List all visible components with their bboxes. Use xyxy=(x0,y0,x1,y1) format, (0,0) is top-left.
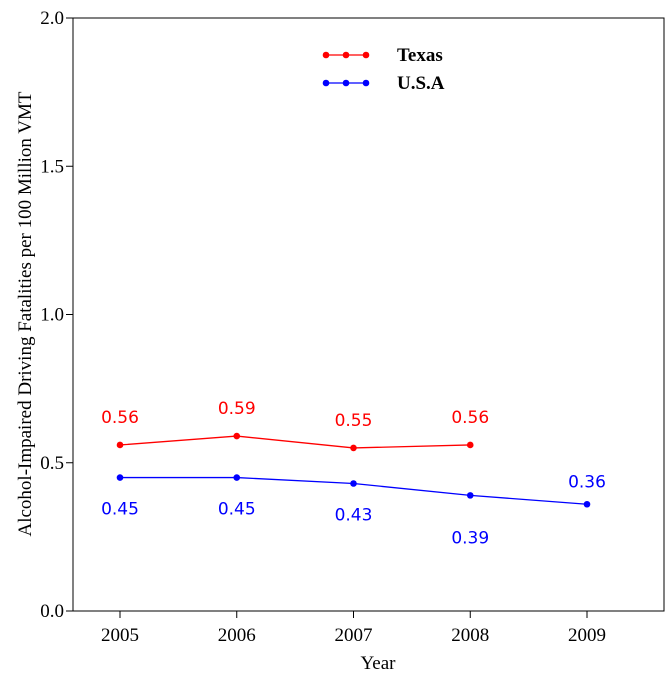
legend-marker xyxy=(342,79,350,87)
y-tick-label: 2.0 xyxy=(40,8,64,29)
legend: Texas U.S.A xyxy=(322,45,445,94)
y-axis: 0.0 0.5 1.0 1.5 2.0 xyxy=(40,8,73,622)
y-axis-title: Alcohol-Impaired Driving Fatalities per … xyxy=(15,91,36,536)
data-point xyxy=(350,480,357,487)
legend-label: Texas xyxy=(397,45,443,66)
y-tick-label: 0.5 xyxy=(40,453,64,474)
data-point xyxy=(350,444,357,452)
x-tick-label: 2009 xyxy=(568,625,606,646)
data-label: 0.56 xyxy=(101,408,139,428)
data-point xyxy=(466,492,474,499)
y-tick-label: 1.5 xyxy=(40,156,64,177)
legend-marker xyxy=(322,79,330,87)
y-tick-label: 1.0 xyxy=(40,305,64,326)
series-layer: 0.56 0.59 0.55 0.56 0.45 0.45 0.43 0.39 0.36 xyxy=(101,399,606,548)
x-tick-label: 2008 xyxy=(451,625,489,646)
data-point xyxy=(233,474,241,481)
data-label: 0.55 xyxy=(335,411,373,431)
data-label: 0.56 xyxy=(451,408,489,428)
data-point xyxy=(116,441,124,449)
data-point xyxy=(233,432,241,440)
x-axis: 2005 2006 2007 2008 2009 xyxy=(101,611,606,646)
x-tick-label: 2005 xyxy=(101,625,139,646)
data-point xyxy=(583,500,591,508)
data-point xyxy=(466,441,474,449)
legend-marker xyxy=(362,51,370,59)
legend-marker xyxy=(362,79,370,87)
x-tick-label: 2006 xyxy=(218,625,256,646)
data-label: 0.45 xyxy=(101,500,139,520)
data-label: 0.59 xyxy=(218,399,256,419)
data-point xyxy=(116,474,124,481)
legend-label: U.S.A xyxy=(397,73,445,94)
data-label: 0.36 xyxy=(568,472,606,492)
data-label: 0.39 xyxy=(451,528,489,548)
series-line xyxy=(119,435,471,449)
data-label: 0.45 xyxy=(218,500,256,520)
y-tick-label: 0.0 xyxy=(40,601,64,622)
x-tick-label: 2007 xyxy=(335,625,373,646)
legend-marker xyxy=(322,51,330,59)
legend-marker xyxy=(342,51,350,59)
data-label: 0.43 xyxy=(335,506,373,526)
x-axis-title: Year xyxy=(360,653,396,674)
